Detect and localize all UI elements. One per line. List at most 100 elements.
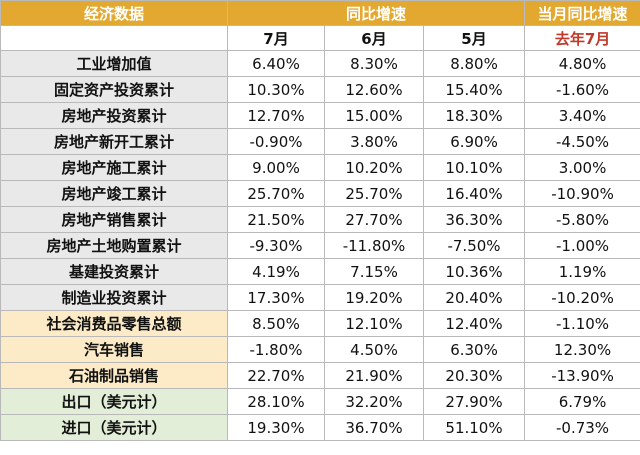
row-value: -0.90% — [227, 128, 325, 155]
row-value: 27.90% — [422, 388, 526, 415]
row-value: -0.73% — [524, 414, 640, 441]
table-row: 石油制品销售 22.70% 21.90% 20.30% -13.90% — [0, 362, 640, 389]
row-label: 房地产新开工累计 — [0, 128, 228, 155]
row-value: 25.70% — [324, 180, 424, 207]
row-value: 3.80% — [324, 128, 424, 155]
row-value: 19.20% — [324, 284, 424, 311]
row-value: -10.20% — [524, 284, 640, 311]
row-value: 12.60% — [324, 76, 424, 103]
row-value: 10.36% — [422, 258, 526, 285]
row-value: 36.30% — [422, 206, 526, 233]
row-value: 8.80% — [422, 50, 526, 77]
row-value: -1.10% — [524, 310, 640, 337]
row-value: 10.10% — [422, 154, 526, 181]
row-value: 32.20% — [324, 388, 424, 415]
table-row: 工业增加值 6.40% 8.30% 8.80% 4.80% — [0, 50, 640, 77]
row-label: 房地产投资累计 — [0, 102, 228, 129]
row-label: 工业增加值 — [0, 50, 228, 77]
row-value: -9.30% — [227, 232, 325, 259]
row-value: 27.70% — [324, 206, 424, 233]
row-value: 17.30% — [227, 284, 325, 311]
row-value: -13.90% — [524, 362, 640, 389]
row-label: 社会消费品零售总额 — [0, 310, 228, 337]
row-value: 15.00% — [324, 102, 424, 129]
header-month-jun: 6月 — [324, 25, 424, 51]
table-row: 社会消费品零售总额 8.50% 12.10% 12.40% -1.10% — [0, 310, 640, 337]
header-row-2: 7月 6月 5月 去年7月 — [0, 25, 640, 51]
table-row: 房地产施工累计 9.00% 10.20% 10.10% 3.00% — [0, 154, 640, 181]
row-label: 房地产竣工累计 — [0, 180, 228, 207]
row-value: 21.50% — [227, 206, 325, 233]
row-value: 7.15% — [324, 258, 424, 285]
row-value: 15.40% — [422, 76, 526, 103]
header-blank — [0, 25, 228, 51]
row-value: 16.40% — [422, 180, 526, 207]
table-row: 房地产土地购置累计 -9.30% -11.80% -7.50% -1.00% — [0, 232, 640, 259]
table-row: 基建投资累计 4.19% 7.15% 10.36% 1.19% — [0, 258, 640, 285]
row-value: 6.79% — [524, 388, 640, 415]
row-value: 12.70% — [227, 102, 325, 129]
row-value: 4.19% — [227, 258, 325, 285]
row-value: 28.10% — [227, 388, 325, 415]
row-label: 房地产销售累计 — [0, 206, 228, 233]
header-month-jul: 7月 — [227, 25, 325, 51]
row-value: -5.80% — [524, 206, 640, 233]
header-row-1: 经济数据 同比增速 当月同比增速 — [0, 0, 640, 26]
row-value: 12.10% — [324, 310, 424, 337]
row-value: 3.40% — [524, 102, 640, 129]
row-value: 25.70% — [227, 180, 325, 207]
row-value: -1.80% — [227, 336, 325, 363]
row-label: 基建投资累计 — [0, 258, 228, 285]
row-value: 10.30% — [227, 76, 325, 103]
row-value: 19.30% — [227, 414, 325, 441]
row-value: 8.50% — [227, 310, 325, 337]
row-value: 6.30% — [422, 336, 526, 363]
table-row: 制造业投资累计 17.30% 19.20% 20.40% -10.20% — [0, 284, 640, 311]
row-value: 18.30% — [422, 102, 526, 129]
row-value: 51.10% — [422, 414, 526, 441]
row-value: 10.20% — [324, 154, 424, 181]
row-value: -1.60% — [524, 76, 640, 103]
row-label: 进口（美元计） — [0, 414, 228, 441]
row-value: 6.40% — [227, 50, 325, 77]
row-value: 6.90% — [422, 128, 526, 155]
row-value: 20.40% — [422, 284, 526, 311]
row-value: 36.70% — [324, 414, 424, 441]
row-value: 4.80% — [524, 50, 640, 77]
row-value: 12.40% — [422, 310, 526, 337]
economic-data-table: 经济数据 同比增速 当月同比增速 7月 6月 5月 去年7月 工业增加值 6.40… — [0, 0, 640, 441]
table-body: 工业增加值 6.40% 8.30% 8.80% 4.80% 固定资产投资累计 10.30% 1… — [0, 50, 640, 441]
table-row: 房地产竣工累计 25.70% 25.70% 16.40% -10.90% — [0, 180, 640, 207]
row-value: -10.90% — [524, 180, 640, 207]
row-value: 20.30% — [422, 362, 526, 389]
row-label: 出口（美元计） — [0, 388, 228, 415]
table-row: 汽车销售 -1.80% 4.50% 6.30% 12.30% — [0, 336, 640, 363]
row-value: -4.50% — [524, 128, 640, 155]
row-value: 8.30% — [324, 50, 424, 77]
row-label: 石油制品销售 — [0, 362, 228, 389]
row-value: -1.00% — [524, 232, 640, 259]
row-label: 汽车销售 — [0, 336, 228, 363]
header-month-may: 5月 — [422, 25, 526, 51]
row-value: 1.19% — [524, 258, 640, 285]
row-label: 房地产土地购置累计 — [0, 232, 228, 259]
table-row: 房地产销售累计 21.50% 27.70% 36.30% -5.80% — [0, 206, 640, 233]
row-label: 制造业投资累计 — [0, 284, 228, 311]
table-row: 房地产投资累计 12.70% 15.00% 18.30% 3.40% — [0, 102, 640, 129]
header-yoy-growth: 同比增速 — [226, 0, 526, 26]
table-row: 出口（美元计） 28.10% 32.20% 27.90% 6.79% — [0, 388, 640, 415]
row-label: 固定资产投资累计 — [0, 76, 228, 103]
row-label: 房地产施工累计 — [0, 154, 228, 181]
row-value: 3.00% — [524, 154, 640, 181]
header-economic-data: 经济数据 — [0, 0, 228, 26]
row-value: 22.70% — [227, 362, 325, 389]
row-value: 21.90% — [324, 362, 424, 389]
row-value: 4.50% — [324, 336, 424, 363]
table-row: 固定资产投资累计 10.30% 12.60% 15.40% -1.60% — [0, 76, 640, 103]
table-row: 房地产新开工累计 -0.90% 3.80% 6.90% -4.50% — [0, 128, 640, 155]
row-value: -7.50% — [422, 232, 526, 259]
row-value: 9.00% — [227, 154, 325, 181]
header-month-yoy-growth: 当月同比增速 — [524, 0, 640, 26]
table-row: 进口（美元计） 19.30% 36.70% 51.10% -0.73% — [0, 414, 640, 441]
row-value: 12.30% — [524, 336, 640, 363]
